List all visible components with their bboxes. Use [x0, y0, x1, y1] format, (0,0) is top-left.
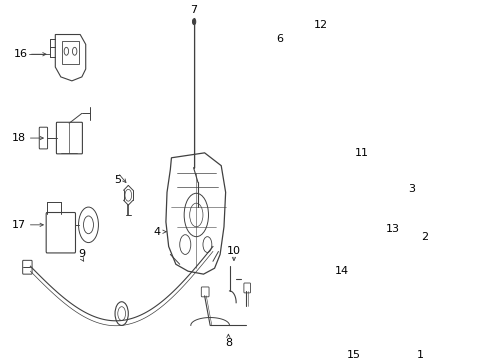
Circle shape [193, 19, 196, 24]
Text: 5: 5 [114, 175, 122, 185]
Text: 10: 10 [227, 247, 241, 256]
Text: 7: 7 [190, 5, 197, 15]
Text: 3: 3 [409, 184, 416, 194]
Text: 12: 12 [314, 20, 328, 30]
Text: 9: 9 [78, 249, 85, 260]
Text: 13: 13 [386, 224, 400, 234]
Text: 17: 17 [12, 220, 26, 230]
Text: 1: 1 [417, 350, 424, 360]
Text: 15: 15 [347, 350, 361, 360]
Text: 8: 8 [225, 338, 232, 348]
Text: 11: 11 [355, 148, 369, 158]
Text: 16: 16 [14, 49, 28, 59]
Text: 2: 2 [421, 232, 428, 242]
Text: 14: 14 [335, 266, 349, 276]
Text: 18: 18 [12, 133, 26, 143]
Text: 6: 6 [276, 35, 283, 44]
Text: 4: 4 [153, 227, 160, 237]
